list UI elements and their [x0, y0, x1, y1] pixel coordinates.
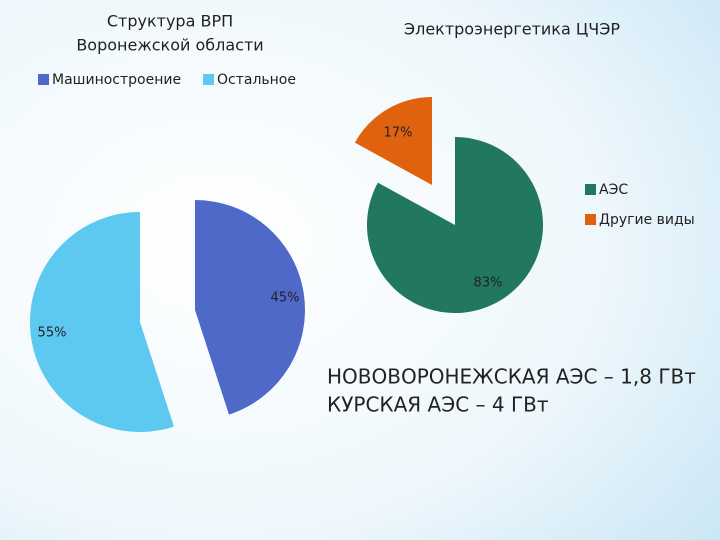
legend-swatch: [203, 74, 214, 85]
chart-title: Структура ВРП: [107, 12, 233, 31]
note: НОВОВОРОНЕЖСКАЯ АЭС – 1,8 ГВт: [327, 365, 696, 389]
legend-swatch: [585, 214, 596, 225]
pie-slice: [195, 200, 305, 415]
pie-slice: [354, 97, 432, 185]
data-label: 17%: [384, 126, 413, 141]
note: КУРСКАЯ АЭС – 4 ГВт: [327, 393, 549, 417]
pie-slice: [366, 137, 543, 313]
legend-label: АЭС: [599, 182, 628, 198]
legend-label: Другие виды: [599, 212, 695, 228]
data-label: 45%: [271, 291, 300, 306]
legend-label: Остальное: [217, 72, 296, 88]
pie-slice: [29, 212, 174, 432]
data-label: 55%: [38, 326, 67, 341]
data-label: 83%: [474, 276, 503, 291]
chart-title: Воронежской области: [76, 36, 263, 55]
chart-title: Электроэнергетика ЦЧЭР: [404, 20, 621, 39]
legend-label: Машиностроение: [52, 72, 181, 88]
legend-swatch: [38, 74, 49, 85]
legend-swatch: [585, 184, 596, 195]
